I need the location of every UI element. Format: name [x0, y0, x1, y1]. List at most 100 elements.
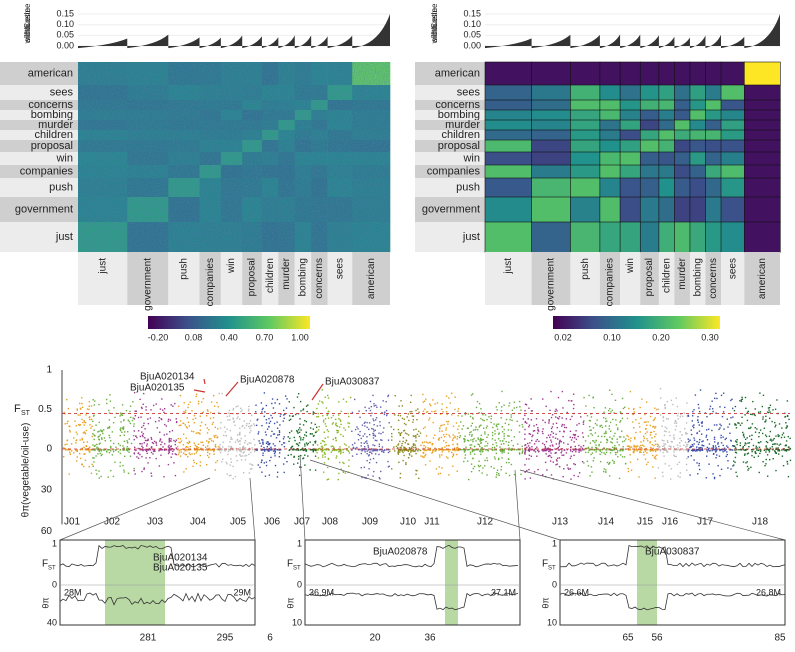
pi-point: [380, 449, 382, 451]
fst-point: [752, 444, 755, 447]
fst-point: [663, 445, 665, 447]
fst-point: [573, 434, 575, 436]
fst-point: [443, 423, 445, 426]
fst-point: [561, 417, 563, 419]
pi-point: [297, 462, 299, 464]
pi-point: [582, 449, 585, 451]
pi-point: [168, 451, 170, 454]
fst-point: [299, 418, 301, 420]
heatmap-cell: [570, 61, 601, 86]
pi-point: [403, 449, 405, 451]
pi-line: [59, 592, 256, 606]
fst-point: [412, 435, 415, 437]
fst-point: [697, 443, 700, 446]
fst-point: [769, 439, 771, 441]
pi-point: [324, 449, 327, 451]
fst-point: [270, 446, 272, 449]
fst-point: [723, 428, 725, 430]
heatmap-cell: [720, 119, 745, 131]
fst-point: [226, 428, 228, 430]
fst-point: [663, 440, 665, 442]
pi-point: [136, 456, 138, 458]
fst-point: [230, 436, 232, 439]
fst-point: [194, 417, 197, 419]
fst-point: [216, 436, 219, 438]
fst-point: [239, 448, 241, 451]
fst-point: [503, 404, 505, 406]
fst-point: [159, 431, 161, 433]
fst-point: [560, 440, 563, 443]
pi-point: [162, 449, 164, 451]
fst-point: [633, 444, 635, 447]
fst-point: [278, 430, 281, 432]
fst-point: [778, 435, 780, 437]
pi-point: [692, 449, 694, 451]
fst-point: [317, 403, 320, 405]
fst-point: [141, 443, 143, 445]
fst-point: [538, 430, 540, 432]
fst-point: [769, 411, 771, 413]
fst-point: [177, 437, 179, 440]
fst-point: [434, 403, 436, 405]
pi-point: [267, 450, 269, 452]
fst-point: [749, 427, 751, 430]
fst-point: [736, 441, 738, 443]
pi-point: [371, 449, 373, 451]
pi-point: [524, 464, 526, 466]
fst-point: [192, 418, 194, 421]
pi-point: [254, 449, 256, 451]
fst-point: [641, 444, 644, 446]
pi-point: [646, 452, 648, 454]
fst-point: [253, 424, 256, 427]
fst-point: [184, 424, 186, 426]
fst-point: [555, 433, 557, 435]
fst-point: [98, 403, 100, 406]
fst-point: [225, 434, 227, 437]
pi-point: [397, 451, 400, 454]
pi-point: [778, 449, 780, 451]
fst-point: [142, 392, 145, 395]
pi-point: [508, 461, 510, 464]
pi-point: [244, 455, 246, 457]
fst-point: [158, 416, 161, 419]
pi-point: [713, 476, 716, 479]
pi-point: [342, 451, 344, 454]
fst-point: [771, 420, 773, 423]
fst-point: [635, 445, 637, 448]
pi-point: [740, 449, 743, 451]
heatmap-cell: [674, 177, 691, 198]
pi-point: [759, 450, 762, 452]
fst-point: [774, 426, 776, 428]
pi-point: [274, 451, 276, 453]
pi-point: [574, 449, 577, 451]
fst-point: [142, 403, 144, 405]
fst-point: [645, 401, 648, 403]
fst-point: [374, 435, 377, 437]
fst-point: [755, 445, 758, 448]
heatmap-cell: [639, 151, 660, 166]
pi-point: [688, 449, 690, 451]
heatmap-cell: [743, 177, 781, 198]
fst-point: [326, 394, 329, 397]
fst-point: [283, 442, 286, 444]
fst-point: [483, 419, 485, 422]
pi-point: [583, 449, 585, 451]
fst-point: [393, 446, 395, 448]
fst-point: [232, 448, 234, 450]
fst-point: [238, 440, 241, 442]
fst-point: [156, 427, 159, 429]
pi-point: [360, 467, 362, 469]
pi-point: [412, 449, 415, 451]
fst-point: [614, 399, 617, 402]
pi-point: [438, 466, 440, 468]
fst-point: [352, 447, 354, 450]
pi-point: [759, 449, 762, 451]
pi-point: [464, 457, 466, 459]
pi-point: [633, 449, 635, 451]
fst-point: [687, 441, 689, 444]
fst-point: [196, 445, 198, 448]
row-label: win: [55, 152, 73, 164]
heatmap-cell: [599, 109, 621, 121]
pi-point: [476, 449, 479, 451]
pi-point: [676, 449, 679, 451]
